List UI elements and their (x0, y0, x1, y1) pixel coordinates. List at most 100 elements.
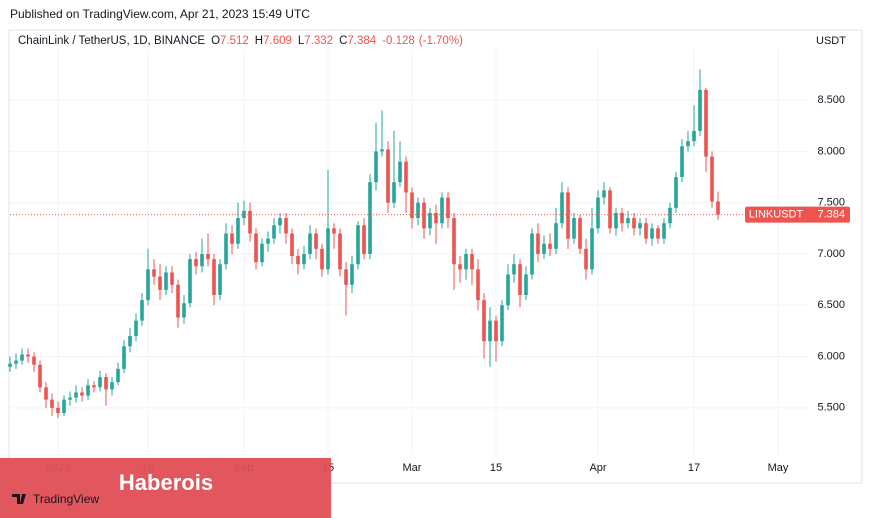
candle-body (626, 218, 630, 224)
candle-body (680, 146, 684, 178)
candle-body (704, 89, 708, 157)
candle-body (50, 399, 54, 408)
y-tick-label: 7.500 (817, 197, 845, 209)
candle-body (284, 218, 288, 234)
candle-body (584, 248, 588, 270)
symbol: ChainLink / TetherUS, 1D, BINANCE (18, 35, 206, 47)
candle-body (218, 264, 222, 295)
candle-body (572, 218, 576, 239)
y-tick-label: 7.000 (817, 248, 845, 260)
candle-body (20, 354, 24, 361)
x-tick-label: Apr (589, 462, 606, 474)
candle-body (104, 377, 108, 390)
candle-body (272, 225, 276, 239)
candle-body (56, 407, 60, 413)
ohlc-value: 7.609 (263, 35, 292, 47)
price-tag-name: LINKUSDT (749, 208, 804, 220)
candle-body (278, 218, 282, 226)
candle-body (338, 233, 342, 270)
candle-body (392, 182, 396, 203)
candle-body (410, 192, 414, 219)
candle-body (110, 382, 114, 390)
candle-body (164, 272, 168, 290)
candle-body (446, 197, 450, 219)
candle-body (566, 192, 570, 239)
candle-body (662, 223, 666, 239)
candle-body (374, 151, 378, 183)
candle-body (152, 269, 156, 277)
candle-body (482, 300, 486, 342)
candle-body (128, 336, 132, 347)
candle-body (350, 264, 354, 285)
ohlc-value: 7.332 (304, 35, 334, 47)
candle-body (614, 212, 618, 229)
candle-body (146, 269, 150, 301)
candle-body (248, 210, 252, 234)
candle-body (602, 190, 606, 198)
candle-body (608, 190, 612, 229)
candle-body (554, 223, 558, 249)
candle-body (308, 233, 312, 254)
candle-body (44, 387, 48, 400)
candle-body (224, 233, 228, 265)
candle-body (710, 156, 714, 202)
watermark: Haberois (119, 470, 213, 495)
x-tick-label: 17 (688, 462, 700, 474)
candle-body (386, 149, 390, 203)
candle-body (236, 218, 240, 244)
candle-body (620, 212, 624, 224)
candle-body (560, 192, 564, 224)
candle-body (326, 228, 330, 270)
candle-body (398, 161, 402, 183)
candle-body (170, 272, 174, 285)
candle-body (176, 284, 180, 318)
candle-body (452, 218, 456, 265)
candle-body (182, 303, 186, 318)
candle-body (674, 177, 678, 208)
y-tick-label: 8.500 (817, 94, 845, 106)
candle-body (530, 233, 534, 275)
change: -0.128 (382, 35, 415, 47)
candle-body (518, 264, 522, 295)
candle-body (122, 346, 126, 369)
ohlc-prefix: C (339, 35, 348, 47)
ohlc-prefix: H (254, 35, 264, 47)
candle-body (380, 149, 384, 152)
candle-body (92, 385, 96, 388)
candle-body (86, 385, 90, 396)
candle-body (68, 397, 72, 400)
candle-body (302, 253, 306, 265)
y-tick-label: 6.000 (817, 350, 845, 362)
candle-body (116, 368, 120, 383)
candle-body (542, 243, 546, 254)
candle-body (188, 259, 192, 304)
grid (10, 50, 808, 455)
candle-body (686, 141, 690, 147)
candle-body (548, 243, 552, 249)
candle-body (428, 212, 432, 229)
candle-body (356, 225, 360, 265)
price-tag-value: 7.384 (817, 208, 845, 220)
candle-body (212, 259, 216, 295)
candle-body (716, 201, 720, 215)
candle-body (206, 253, 210, 260)
logo-text: TradingView (33, 492, 99, 506)
candle-body (14, 360, 18, 364)
candle-body (596, 197, 600, 229)
candle-body (698, 89, 702, 131)
candle-body (200, 253, 204, 267)
candle-body (434, 212, 438, 224)
candle-body (464, 253, 468, 270)
candle-body (134, 320, 138, 337)
logo-icon (12, 494, 26, 504)
ohlc-value: 7.384 (347, 35, 377, 47)
watermark-box (0, 458, 331, 518)
candle-body (266, 238, 270, 244)
candle-body (494, 320, 498, 342)
candle-body (260, 243, 264, 263)
candle-body (476, 269, 480, 301)
y-tick-label: 8.000 (817, 145, 845, 157)
candle-body (422, 202, 426, 229)
candle-body (362, 225, 366, 254)
